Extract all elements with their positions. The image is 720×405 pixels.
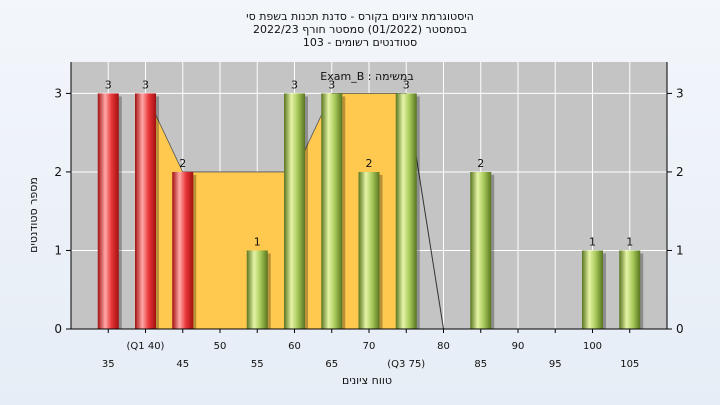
chart-subtitle-students: סטודנטים רשומים - 103: [302, 36, 418, 49]
bar-105: [619, 250, 641, 329]
x-tick-label-50: 50: [214, 341, 227, 352]
legend-label: Exam_B : במשימה: [320, 70, 413, 83]
bar-55: [246, 250, 268, 329]
chart-title: היסטוגרמת ציונים בקורס - סדנת תכנות בשפת…: [246, 10, 474, 23]
bar-label-105: 1: [626, 235, 633, 248]
bar-label-70: 2: [366, 157, 373, 170]
bar-60: [284, 93, 305, 329]
y-tick-label-left: 0: [54, 322, 62, 336]
bar-label-100: 1: [589, 235, 596, 248]
bar-35: [97, 93, 119, 329]
y-tick-label-left: 1: [54, 243, 62, 257]
x-tick-label-105: 105: [620, 359, 639, 370]
x-tick-label-85: 85: [474, 359, 487, 370]
bar-100: [582, 250, 603, 329]
x-tick-label-40: (Q1 40): [127, 341, 165, 352]
bar-75: [395, 93, 417, 329]
x-tick-label-100: 100: [583, 341, 602, 352]
bar-label-75: 3: [403, 78, 410, 91]
bars: 3 3 2 1 3 3 2 3 2 1 1: [97, 78, 644, 329]
x-tick-label-75: (Q3 75): [387, 359, 425, 370]
bar-40: [135, 93, 156, 329]
bar-label-60: 3: [291, 78, 298, 91]
bar-70: [358, 171, 380, 329]
bar-45: [172, 171, 194, 329]
bar-label-65: 3: [328, 78, 335, 91]
bar-65: [321, 93, 343, 329]
x-tick-label-95: 95: [549, 359, 562, 370]
y-tick-label-right: 3: [676, 86, 684, 100]
x-tick-label-45: 45: [176, 359, 189, 370]
axes: 0 0 1 1 2 2 3 3 35 (Q1 40) 45 50 55 60 65 70 (Q3 75) 80 85…: [54, 62, 684, 370]
y-tick-label-right: 1: [676, 243, 684, 257]
y-axis-title: מספר סטודנטים: [27, 177, 40, 253]
x-tick-label-35: 35: [102, 359, 115, 370]
y-tick-label-left: 2: [54, 165, 62, 179]
x-axis-title: טווח ציונים: [342, 374, 392, 387]
bar-label-35: 3: [105, 78, 112, 91]
bar-label-45: 2: [179, 157, 186, 170]
x-tick-label-70: 70: [363, 341, 376, 352]
y-tick-label-left: 3: [54, 86, 62, 100]
x-tick-label-90: 90: [512, 341, 525, 352]
x-tick-label-80: 80: [437, 341, 450, 352]
y-tick-label-right: 0: [676, 322, 684, 336]
x-tick-label-55: 55: [251, 359, 264, 370]
bar-label-55: 1: [254, 235, 261, 248]
y-tick-label-right: 2: [676, 165, 684, 179]
chart-subtitle-semester: בסמסטר (01/2022) סמסטר חורף 2022/23: [253, 23, 467, 36]
bar-label-40: 3: [142, 78, 149, 91]
bar-label-85: 2: [477, 157, 484, 170]
x-tick-label-60: 60: [288, 341, 301, 352]
bar-85: [470, 171, 492, 329]
x-tick-label-65: 65: [325, 359, 338, 370]
